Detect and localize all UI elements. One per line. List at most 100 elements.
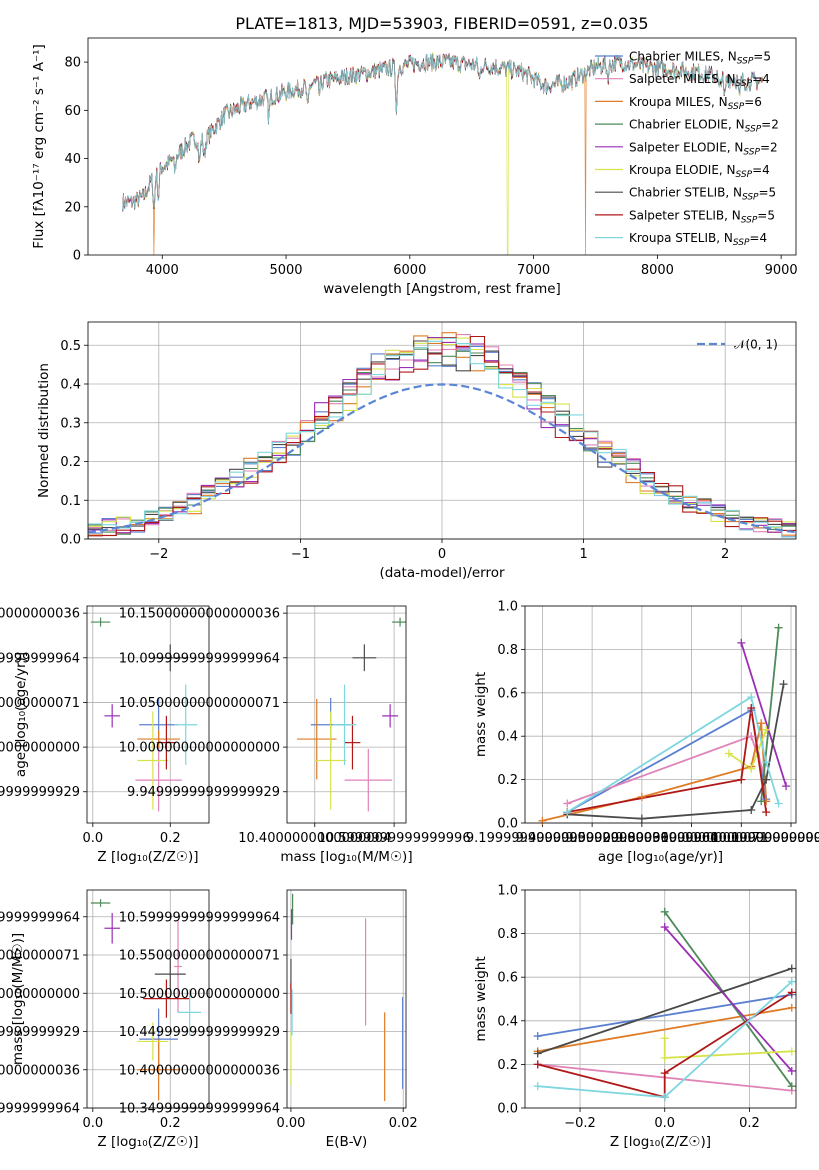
weight_vs_age-frame (524, 605, 797, 824)
x-axis-label: age [log₁₀(age/yr)] (598, 849, 723, 865)
weight-line (537, 1006, 792, 1053)
legend-subscript: SSP (742, 193, 759, 203)
x-tick-label: 2 (721, 547, 729, 562)
spectrum-legend: Chabrier MILES, NSSP=5 Salpeter MILES, NS… (595, 50, 779, 248)
legend-label: Salpeter MILES, NSSP=4 (629, 72, 770, 89)
y-tick-label: 10.00000000000000000 (119, 741, 280, 756)
weight-line (566, 708, 768, 813)
y-tick-label: 10.40000000000000036 (119, 1063, 280, 1078)
weight-marker (637, 814, 646, 823)
x-tick-label: 7000 (517, 263, 550, 278)
weight-marker (774, 623, 783, 632)
y-tick-label: 0 (73, 249, 81, 264)
x-tick-label: −2 (149, 547, 168, 562)
legend-count: =4 (749, 231, 767, 245)
mass_vs_Z-frame (86, 889, 210, 1109)
weight-marker (533, 1060, 542, 1069)
weight-line (760, 627, 780, 802)
legend-subscript: SSP (733, 238, 750, 248)
weight-line (537, 967, 793, 1055)
x-tick-label: 10.5999999999999996 (318, 831, 471, 846)
y-tick-label: 10.09999999999999964 (0, 651, 80, 666)
x-axis-label: Z [log₁₀(Z/Z☉)] (97, 849, 198, 865)
legend-label: Salpeter STELIB, NSSP=5 (629, 208, 775, 225)
y-tick-label: 20 (64, 200, 81, 215)
weight-line (664, 926, 793, 1072)
x-axis-label: mass [log₁₀(M/M☉)] (280, 849, 412, 865)
weight-marker (724, 749, 733, 758)
y-tick-label: 0.0 (497, 1102, 518, 1117)
spectrum-line (122, 53, 763, 211)
weight-marker (660, 1093, 669, 1102)
y-tick-label: 10.00000000000000000 (0, 741, 80, 756)
weight-marker (787, 1082, 796, 1091)
weight-marker (747, 732, 756, 741)
x-tick-label: 0.0 (82, 1116, 103, 1131)
mass_vs_ebv-plot-area (290, 893, 404, 1102)
weight-marker (747, 764, 756, 773)
weight-line (740, 642, 787, 787)
weight-marker (660, 907, 669, 916)
spectrum-frame (87, 37, 797, 256)
y-tick-label: 10.50000000000000000 (0, 987, 80, 1002)
x-tick-label: 8000 (641, 263, 674, 278)
y-tick-label: 10.34999999999999964 (0, 1102, 80, 1117)
weight-marker (538, 816, 547, 825)
weight-marker (533, 1082, 542, 1091)
weight-marker (787, 1066, 796, 1075)
residuals-frame (87, 321, 797, 540)
legend-count: =2 (760, 140, 778, 154)
y-tick-label: 0.0 (60, 533, 81, 548)
legend-label: 𝒩(0, 1) (734, 338, 778, 352)
residuals-axes: −2 −1 0 1 2 0.0 0.1 0.2 0.3 0.4 0.5 (data-model)/er… (36, 321, 797, 581)
spectrum-title: PLATE=1813, MJD=53903, FIBERID=0591, z=0… (235, 14, 648, 33)
x-tick-label: 0.0 (654, 1116, 675, 1131)
legend-subscript: SSP (745, 125, 762, 135)
age_vs_Z-axes: 0.0 0.2 9.94999999999999929 10.000000000000… (0, 605, 210, 865)
weight-marker (660, 1034, 669, 1043)
weight-marker (533, 1049, 542, 1058)
x-axis-label: wavelength [Angstrom, rest frame] (323, 281, 561, 297)
mass_vs_ebv-frame (286, 889, 407, 1109)
weight-line (567, 707, 768, 813)
legend-subscript: SSP (741, 215, 758, 225)
weight-line (566, 695, 780, 813)
weight-marker (787, 1047, 796, 1056)
age_vs_Z-plot-area (90, 617, 198, 812)
weight-marker (747, 805, 756, 814)
weight-marker (533, 1032, 542, 1041)
y-tick-label: 0.8 (497, 643, 518, 658)
weight-marker (660, 1053, 669, 1062)
weight-line (537, 993, 792, 1037)
age_vs_Z-frame (86, 605, 210, 824)
weight-marker (762, 758, 771, 767)
y-tick-label: 0.4 (60, 378, 81, 393)
y-tick-label: 10.55000000000000071 (0, 949, 80, 964)
y-axis-label: Normed distribution (36, 363, 52, 498)
weight-marker (782, 782, 791, 791)
histogram-step (88, 337, 796, 539)
x-tick-label: 9.59999999999999964 (565, 831, 718, 846)
x-axis-label: Z [log₁₀(Z/Z☉)] (610, 1134, 711, 1150)
normal-curve (88, 383, 796, 534)
mass_vs_Z-plot-area (90, 899, 202, 1101)
weight-marker (762, 775, 771, 784)
y-tick-label: 10.59999999999999964 (119, 910, 280, 925)
legend-count: =5 (753, 50, 771, 64)
legend-label: Kroupa ELODIE, NSSP=4 (629, 163, 770, 180)
weight-marker (637, 792, 646, 801)
weight-marker (787, 988, 796, 997)
weight-marker (737, 775, 746, 784)
legend-label: Salpeter ELODIE, NSSP=2 (629, 140, 778, 157)
y-tick-label: 10.55000000000000071 (119, 949, 280, 964)
weight-marker (787, 964, 796, 973)
y-tick-label: 0.1 (60, 494, 81, 509)
y-tick-label: 10.09999999999999964 (119, 651, 280, 666)
weight-marker (762, 725, 771, 734)
y-tick-label: 10.05000000000000071 (0, 696, 80, 711)
legend-label: Kroupa STELIB, NSSP=4 (629, 231, 767, 248)
x-tick-label: 4000 (146, 263, 179, 278)
weight-marker (737, 638, 746, 647)
x-tick-label: 0 (438, 547, 446, 562)
